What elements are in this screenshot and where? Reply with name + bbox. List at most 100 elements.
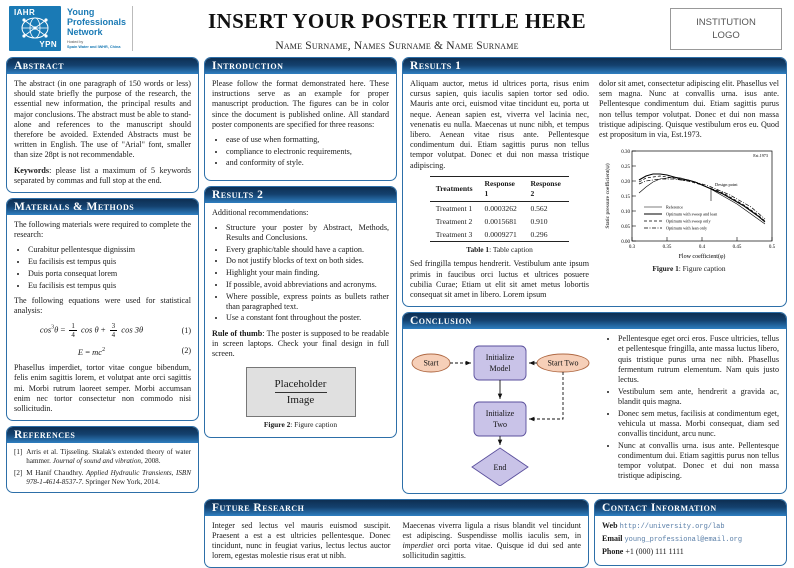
- reference-tail: . Springer New York, 2014.: [81, 477, 160, 486]
- contact-header: Contact Information: [595, 499, 786, 516]
- flow-node-initialize-two-label-2: Two: [493, 420, 507, 429]
- contact-web-row: Web http://university.org/lab: [602, 521, 779, 532]
- table-cell: Treatment 3: [429, 228, 479, 243]
- materials-bullet-list: Curabitur pellentesque dignissim Eu faci…: [14, 245, 191, 290]
- placeholder-word-1: Placeholder: [274, 377, 327, 390]
- table-cell: 0.910: [530, 216, 548, 226]
- results1-lower-paragraph: Sed fringilla tempus hendrerit. Vestibul…: [410, 259, 589, 299]
- table-cell: 0.296: [524, 228, 570, 243]
- iahr-logo-mark: IAHR YPN: [9, 6, 61, 51]
- svg-text:0.10: 0.10: [621, 210, 630, 215]
- table-cell: 0.0003262: [484, 203, 517, 213]
- contact-body: Web http://university.org/lab Email youn…: [595, 516, 786, 566]
- column-left: Abstract The abstract (in one paragraph …: [6, 57, 199, 494]
- introduction-block: Introduction Please follow the format de…: [204, 57, 397, 181]
- future-research-text-b: orci porta vitae. Quisque id dui sed ant…: [402, 540, 582, 561]
- conclusion-bullet-list: Pellentesque eget orci eros. Fusce ultri…: [604, 334, 779, 481]
- conclusion-text-column: Pellentesque eget orci eros. Fusce ultri…: [604, 334, 779, 486]
- table-column-header: Treatments: [429, 175, 479, 203]
- title-block: INSERT YOUR POSTER TITLE HERE Name Surna…: [0, 5, 794, 52]
- table1-caption-label: Table 1: [466, 245, 490, 255]
- future-research-paragraph-1: Integer sed lectus vel mauris euismod su…: [212, 520, 391, 561]
- abstract-paragraph: The abstract (in one paragraph of 150 wo…: [14, 79, 191, 160]
- legend-label-sweep-lean: Optimum with sweep and lean: [666, 212, 718, 217]
- author-list: Name Surname, Names Surname & Name Surna…: [275, 40, 519, 52]
- keywords-label: Keywords: [14, 165, 50, 175]
- flow-node-initialize-two: [473, 401, 527, 437]
- abstract-body: The abstract (in one paragraph of 150 wo…: [7, 74, 198, 192]
- conclusion-body: Start Initialize Model Start Two: [403, 329, 786, 492]
- list-item: Eu facilisis est tempus quis: [28, 281, 191, 291]
- legend-label-sweep-only: Optimum with sweep only: [666, 219, 711, 224]
- results1-two-column: Aliquam auctor, metus id ultrices porta,…: [410, 79, 779, 300]
- results2-body: Additional recommendations: Structure yo…: [205, 203, 396, 438]
- abstract-block: Abstract The abstract (in one paragraph …: [6, 57, 199, 194]
- conclusion-flowchart-column: Start Initialize Model Start Two: [410, 334, 596, 487]
- svg-text:0.4: 0.4: [699, 245, 706, 250]
- reference-number: [2]: [14, 468, 23, 477]
- list-item: Donec sem metus, facilisis at condimentu…: [618, 409, 779, 440]
- contact-heading: Contact Information: [602, 501, 717, 514]
- svg-text:0.00: 0.00: [621, 240, 630, 245]
- equations-intro: The following equations were used for st…: [14, 295, 191, 315]
- reference-item: [1] Arris et al. Tijsseling. Skalak's ex…: [14, 448, 191, 466]
- contact-phone-row: Phone +1 (000) 111 1111: [602, 547, 779, 557]
- materials-outro: Phasellus imperdiet, tortor vitae congue…: [14, 363, 191, 413]
- contact-phone-label: Phone: [602, 546, 624, 556]
- table-header-row: Treatments Response 1 Response 2: [429, 175, 570, 203]
- contact-phone-value: +1 (000) 111 1111: [625, 546, 684, 556]
- results1-body: Aliquam auctor, metus id ultrices porta,…: [403, 74, 786, 306]
- flow-node-initialize-model-label-1: Initialize: [486, 353, 515, 362]
- list-item: and conformity of style.: [226, 158, 389, 168]
- results1-heading: Results 1: [410, 60, 462, 72]
- y-axis-ticks: [632, 150, 636, 242]
- figure1-caption: Figure 1: Figure caption: [599, 264, 779, 274]
- ypn-logo-wordmark: Young Professionals Network Hosted by Sp…: [61, 6, 126, 51]
- rule-of-thumb: Rule of thumb: The poster is supposed to…: [212, 329, 389, 360]
- materials-body: The following materials were required to…: [7, 215, 198, 420]
- future-research-two-column: Integer sed lectus vel mauris euismod su…: [212, 521, 581, 562]
- equation-1-number: (1): [181, 325, 191, 335]
- results2-block: Results 2 Additional recommendations: St…: [204, 185, 397, 439]
- institution-logo-placeholder: INSTITUTION LOGO: [670, 8, 782, 50]
- list-item: Nunc at convallis urna. isus ante. Pelle…: [618, 441, 779, 482]
- table-row: Treatment 2 0.0015681 0.910: [430, 215, 570, 228]
- future-research-column: Future Research Integer sed lectus vel m…: [204, 498, 589, 568]
- process-flowchart: Start Initialize Model Start Two: [411, 345, 590, 487]
- series-optimum-lean-only: [638, 178, 766, 220]
- contact-web-value[interactable]: http://university.org/lab: [619, 522, 725, 531]
- introduction-header: Introduction: [205, 58, 396, 74]
- ypn-name-line1: Young: [67, 7, 95, 17]
- list-item: Vestibulum sem ante, hendrerit a gravida…: [618, 387, 779, 407]
- list-item: Pellentesque eget orci eros. Fusce ultri…: [618, 334, 779, 385]
- svg-text:0.45: 0.45: [733, 245, 742, 250]
- svg-text:0.15: 0.15: [621, 195, 630, 200]
- figure1-caption-label: Figure 1: [652, 264, 679, 274]
- poster-columns: Abstract The abstract (in one paragraph …: [0, 57, 794, 494]
- conclusion-header: Conclusion: [403, 313, 786, 330]
- list-item: Duis porta consequat lorem: [28, 269, 191, 279]
- references-body: [1] Arris et al. Tijsseling. Skalak's ex…: [7, 443, 198, 492]
- poster-header: IAHR YPN Young Professionals: [0, 0, 794, 57]
- results1-right-paragraph: dolor sit amet, consectetur adipiscing e…: [599, 79, 779, 140]
- introduction-paragraph: Please follow the format demonstrated he…: [212, 79, 389, 129]
- conclusion-heading: Conclusion: [410, 315, 472, 328]
- materials-heading: Materials & Methods: [14, 201, 135, 214]
- results-table: Treatments Response 1 Response 2 Treatme…: [429, 175, 570, 243]
- materials-methods-block: Materials & Methods The following materi…: [6, 198, 199, 422]
- future-research-heading: Future Research: [212, 501, 305, 514]
- results2-bullet-list: Structure your poster by Abstract, Metho…: [212, 223, 389, 324]
- equation-2: E = mc2: [77, 346, 106, 357]
- contact-email-label: Email: [602, 533, 623, 543]
- bottom-spacer: [6, 499, 199, 568]
- future-research-body: Integer sed lectus vel mauris euismod su…: [205, 516, 588, 568]
- materials-header: Materials & Methods: [7, 199, 198, 216]
- contact-email-value[interactable]: young_professional@email.org: [624, 535, 743, 544]
- ypn-text: YPN: [39, 40, 57, 49]
- figure2-caption-label: Figure 2: [263, 420, 291, 430]
- legend-label-reference: Reference: [666, 205, 683, 210]
- chart-y-axis-label: Static pressure coefficient(ψ): [604, 163, 611, 228]
- reference-number: [1]: [14, 448, 23, 457]
- table-column-header: Response 1: [478, 175, 525, 203]
